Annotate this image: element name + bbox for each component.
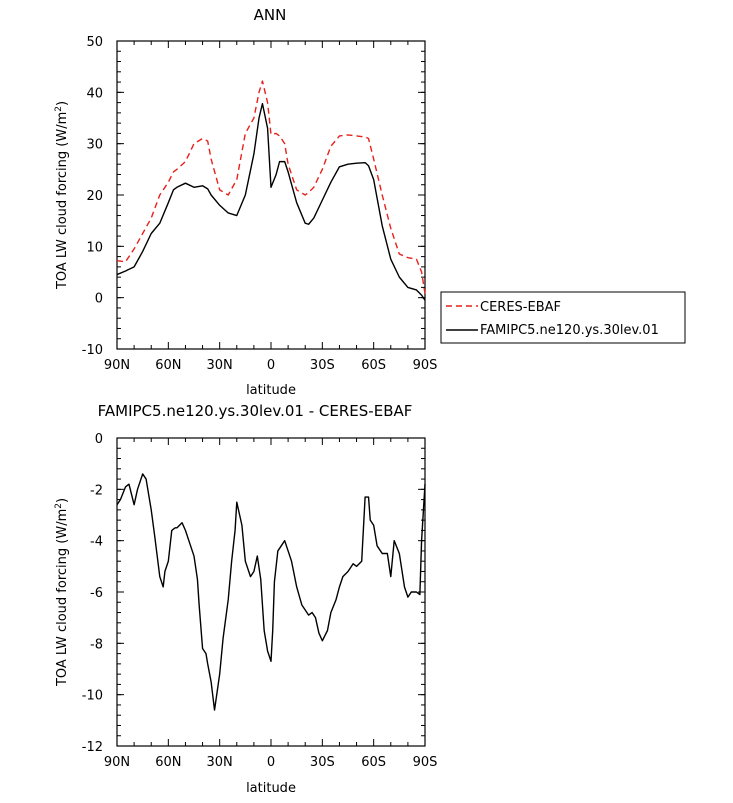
x-tick-label: 90N <box>104 755 130 770</box>
legend-label-ceres: CERES-EBAF <box>480 300 561 315</box>
y-tick-label: -10 <box>82 343 103 358</box>
x-tick-label: 60N <box>155 755 181 770</box>
x-tick-label: 30S <box>310 755 335 770</box>
legend-box <box>440 291 686 344</box>
x-tick-label: 90S <box>413 755 438 770</box>
x-tick-label: 90N <box>104 358 130 373</box>
bottom-plot-frame <box>116 437 426 747</box>
x-tick-label: 60N <box>155 358 181 373</box>
y-tick-label: 20 <box>86 189 103 204</box>
y-tick-label: -4 <box>90 535 103 550</box>
y-tick-label: -12 <box>82 740 103 755</box>
bottom-y-axis-title: TOA LW cloud forcing (W/m2) <box>54 498 70 687</box>
top-y-axis-title: TOA LW cloud forcing (W/m2) <box>54 101 70 290</box>
y-tick-label: -8 <box>90 637 103 652</box>
y-tick-label: -6 <box>90 586 103 601</box>
x-tick-label: 0 <box>267 358 275 373</box>
series-line-ceres-ebaf <box>116 80 426 294</box>
y-tick-label: 30 <box>86 138 103 153</box>
legend-label-famipc5: FAMIPC5.ne120.ys.30lev.01 <box>480 323 659 338</box>
bottom-panel: FAMIPC5.ne120.ys.30lev.01 - CERES-EBAF 9… <box>54 402 437 796</box>
bottom-x-axis-title: latitude <box>246 781 296 796</box>
x-tick-label: 90S <box>413 358 438 373</box>
x-tick-label: 60S <box>361 358 386 373</box>
top-x-axis-title: latitude <box>246 383 296 398</box>
y-tick-label: 40 <box>86 86 103 101</box>
x-tick-label: 30S <box>310 358 335 373</box>
series-line-famipc5-ne120-ys-30lev-01 <box>116 102 426 301</box>
top-panel-ticks: 90N 60N 30N 0 30S 60S 90S -10 0 10 20 30 40 50 <box>82 35 438 373</box>
top-panel: ANN 90N 60N 30N 0 30S 60S 90S -10 0 10 20 30 40 50 la… <box>54 6 686 398</box>
x-tick-label: 30N <box>207 755 233 770</box>
x-tick-label: 0 <box>267 755 275 770</box>
bottom-panel-title: FAMIPC5.ne120.ys.30lev.01 - CERES-EBAF <box>98 402 413 420</box>
x-tick-label: 30N <box>207 358 233 373</box>
y-tick-label: 10 <box>86 240 103 255</box>
series-line-difference <box>116 473 426 711</box>
bottom-panel-ticks: 90N 60N 30N 0 30S 60S 90S -12 -10 -8 -6 -4 -2 0 <box>82 432 438 770</box>
bottom-panel-series <box>116 473 426 711</box>
legend: CERES-EBAF FAMIPC5.ne120.ys.30lev.01 <box>440 291 686 344</box>
y-tick-label: -2 <box>90 483 103 498</box>
x-tick-label: 60S <box>361 755 386 770</box>
top-panel-series <box>116 80 426 301</box>
y-tick-label: 0 <box>95 292 103 307</box>
y-tick-label: -10 <box>82 689 103 704</box>
y-tick-label: 50 <box>86 35 103 50</box>
top-panel-title: ANN <box>254 6 287 24</box>
top-plot-frame <box>116 40 426 350</box>
y-tick-label: 0 <box>95 432 103 447</box>
